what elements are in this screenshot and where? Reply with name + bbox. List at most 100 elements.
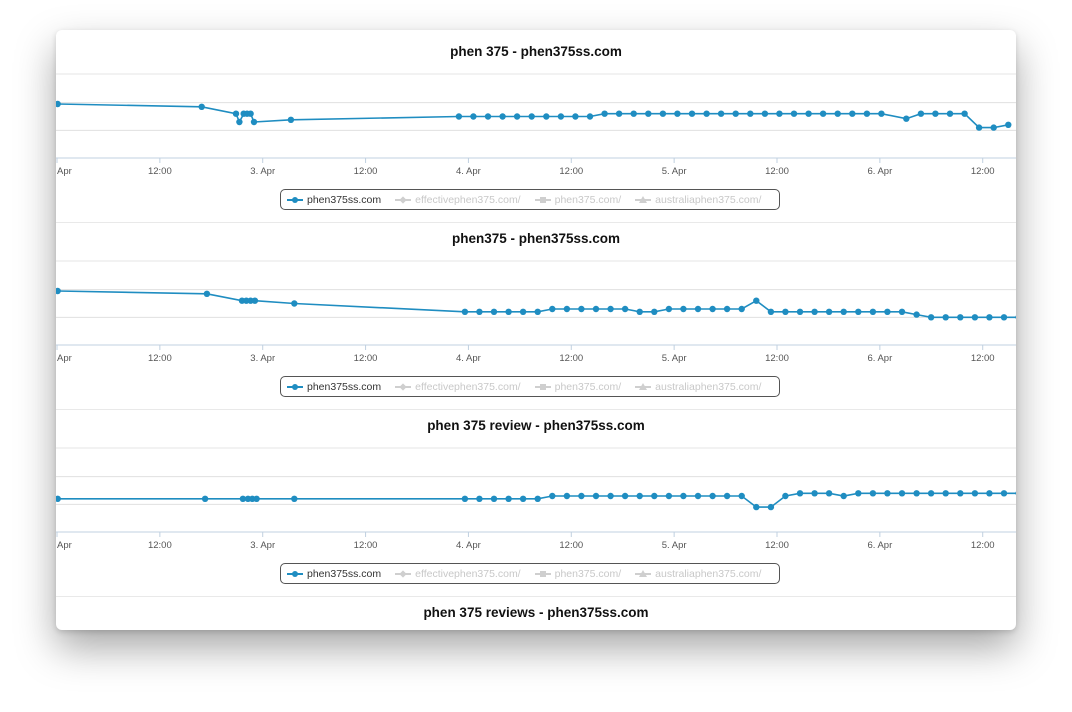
data-point[interactable] — [549, 305, 556, 313]
data-point[interactable] — [942, 490, 949, 497]
data-point[interactable] — [811, 308, 818, 315]
data-point[interactable] — [592, 305, 600, 313]
data-point[interactable] — [932, 110, 939, 117]
data-point[interactable] — [971, 490, 979, 497]
data-point[interactable] — [796, 490, 804, 497]
data-point[interactable] — [898, 308, 906, 315]
data-point[interactable] — [232, 110, 240, 117]
data-point[interactable] — [753, 297, 760, 304]
data-point[interactable] — [534, 308, 541, 315]
data-point[interactable] — [986, 490, 993, 497]
data-point[interactable] — [615, 110, 623, 117]
data-point[interactable] — [1005, 121, 1012, 128]
data-point[interactable] — [782, 308, 789, 315]
data-point[interactable] — [869, 308, 877, 315]
data-point[interactable] — [1015, 490, 1016, 496]
data-point[interactable] — [56, 495, 61, 502]
data-point[interactable] — [239, 495, 247, 502]
legend-item[interactable]: effectivephen375.com/ — [395, 381, 521, 393]
data-point[interactable] — [680, 305, 687, 313]
data-point[interactable] — [621, 492, 629, 500]
legend-item[interactable]: phen375.com/ — [534, 194, 621, 206]
data-point[interactable] — [855, 490, 862, 497]
data-point[interactable] — [688, 110, 696, 117]
data-point[interactable] — [790, 110, 798, 117]
data-point[interactable] — [563, 305, 571, 313]
data-point[interactable] — [291, 495, 298, 502]
data-point[interactable] — [665, 492, 673, 500]
data-point[interactable] — [834, 110, 841, 117]
data-point[interactable] — [578, 305, 585, 313]
legend-item[interactable]: phen375.com/ — [534, 381, 621, 393]
data-point[interactable] — [898, 490, 906, 497]
data-point[interactable] — [753, 503, 760, 511]
data-point[interactable] — [499, 113, 506, 120]
legend-item[interactable]: phen375.com/ — [534, 568, 621, 580]
data-point[interactable] — [251, 297, 259, 304]
legend-item[interactable]: australiaphen375.com/ — [635, 381, 761, 393]
data-point[interactable] — [961, 110, 968, 117]
legend-item[interactable]: phen375ss.com — [287, 381, 381, 393]
data-point[interactable] — [665, 305, 673, 313]
legend-item[interactable]: phen375ss.com — [287, 568, 381, 580]
legend-item[interactable]: phen375ss.com — [287, 194, 381, 206]
data-point[interactable] — [946, 110, 954, 117]
data-point[interactable] — [645, 110, 652, 117]
data-point[interactable] — [534, 495, 541, 502]
data-point[interactable] — [198, 103, 205, 111]
data-point[interactable] — [461, 495, 469, 502]
data-point[interactable] — [709, 492, 716, 500]
data-point[interactable] — [811, 490, 818, 497]
legend-item[interactable]: australiaphen375.com/ — [635, 194, 761, 206]
data-point[interactable] — [484, 113, 492, 120]
data-point[interactable] — [869, 490, 877, 497]
data-point[interactable] — [253, 495, 260, 502]
data-point[interactable] — [703, 110, 710, 117]
data-point[interactable] — [805, 110, 812, 117]
data-point[interactable] — [957, 490, 964, 497]
data-point[interactable] — [505, 308, 512, 315]
data-point[interactable] — [543, 113, 550, 120]
data-point[interactable] — [607, 305, 614, 313]
data-point[interactable] — [1000, 314, 1008, 321]
data-point[interactable] — [855, 308, 862, 315]
data-point[interactable] — [578, 492, 585, 500]
data-point[interactable] — [513, 113, 521, 120]
data-point[interactable] — [723, 492, 731, 500]
legend-item[interactable]: effectivephen375.com/ — [395, 194, 521, 206]
data-point[interactable] — [849, 110, 856, 117]
data-point[interactable] — [709, 305, 716, 313]
data-point[interactable] — [957, 314, 964, 321]
data-point[interactable] — [572, 113, 579, 120]
data-point[interactable] — [476, 308, 483, 315]
data-point[interactable] — [607, 492, 614, 500]
data-point[interactable] — [990, 124, 997, 131]
data-point[interactable] — [651, 308, 658, 315]
data-point[interactable] — [819, 110, 827, 117]
data-point[interactable] — [505, 495, 512, 502]
data-point[interactable] — [519, 308, 527, 315]
data-point[interactable] — [840, 308, 847, 315]
data-point[interactable] — [636, 492, 643, 500]
data-point[interactable] — [247, 110, 254, 117]
data-point[interactable] — [1000, 490, 1008, 497]
data-point[interactable] — [680, 492, 687, 500]
data-point[interactable] — [767, 308, 775, 315]
data-point[interactable] — [732, 110, 739, 117]
data-point[interactable] — [840, 492, 847, 500]
data-point[interactable] — [694, 305, 702, 313]
data-point[interactable] — [717, 110, 725, 117]
data-point[interactable] — [986, 314, 993, 321]
data-point[interactable] — [490, 308, 498, 315]
data-point[interactable] — [476, 495, 483, 502]
data-point[interactable] — [917, 110, 925, 117]
data-point[interactable] — [287, 116, 295, 124]
data-point[interactable] — [236, 118, 243, 126]
data-point[interactable] — [767, 503, 775, 511]
data-point[interactable] — [825, 308, 833, 315]
data-point[interactable] — [621, 305, 629, 313]
data-point[interactable] — [884, 490, 891, 497]
legend-item[interactable]: effectivephen375.com/ — [395, 568, 521, 580]
data-point[interactable] — [1015, 314, 1016, 320]
data-point[interactable] — [651, 492, 658, 500]
